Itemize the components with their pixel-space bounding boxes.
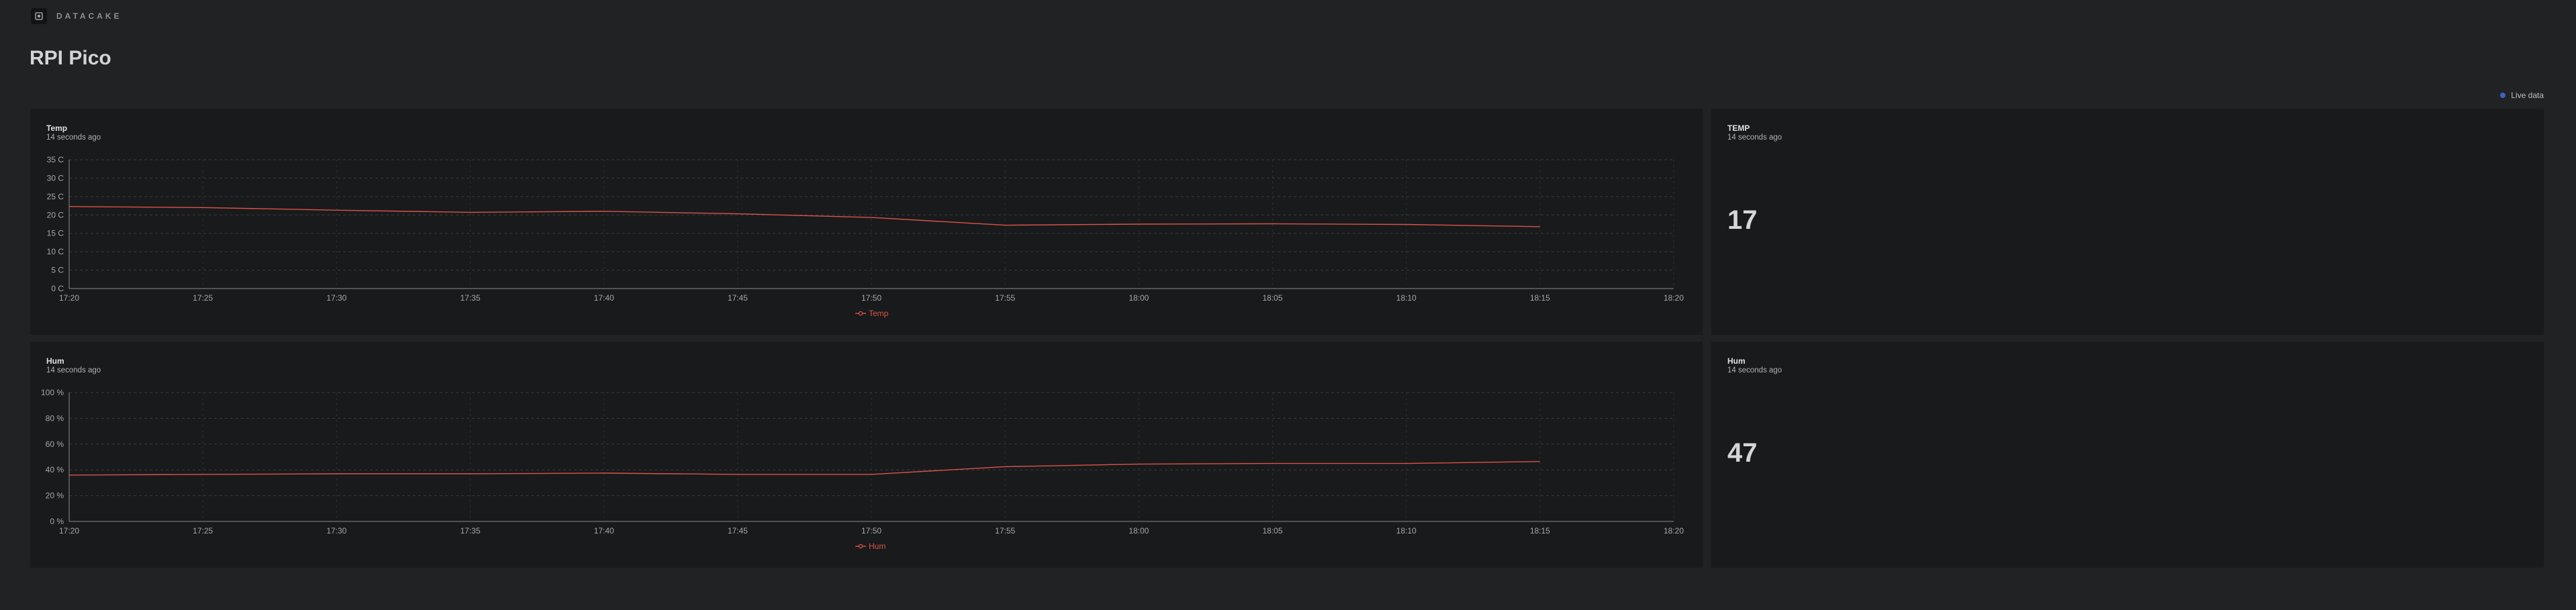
y-tick-label: 60 %: [46, 440, 64, 449]
temp-line-chart[interactable]: 0 C 5 C 10 C 15 C 20 C 25 C 30 C 35 C 17:20 17:25…: [30, 109, 1703, 335]
x-tick-label: 17:55: [995, 526, 1015, 536]
series-line-hum[interactable]: [68, 461, 1540, 476]
live-data-indicator: Live data: [2500, 91, 2544, 100]
y-tick-label: 100 %: [41, 388, 64, 397]
x-tick-label: 17:20: [59, 293, 79, 303]
x-tick-label: 17:30: [326, 293, 346, 303]
y-tick-label: 0 C: [51, 284, 64, 293]
x-tick-label: 17:35: [460, 526, 480, 536]
x-tick-label: 18:15: [1530, 293, 1550, 303]
x-tick-label: 18:00: [1129, 526, 1149, 536]
y-tick-label: 0 %: [50, 517, 64, 526]
x-tick-label: 17:50: [861, 526, 881, 536]
hum-value-widget[interactable]: Hum 14 seconds ago 47: [1711, 342, 2544, 568]
x-tick-label: 17:45: [728, 526, 748, 536]
y-tick-label: 40 %: [46, 465, 64, 474]
legend-label[interactable]: Hum: [869, 542, 886, 551]
x-tick-label: 18:10: [1396, 526, 1417, 536]
x-tick-label: 17:55: [995, 293, 1015, 303]
widget-title: TEMP: [1727, 123, 1750, 133]
y-tick-label: 25 C: [47, 192, 64, 201]
x-tick-label: 17:20: [59, 526, 79, 536]
y-tick-label: 80 %: [46, 413, 64, 423]
y-tick-label: 10 C: [47, 247, 64, 256]
y-tick-label: 30 C: [47, 173, 64, 183]
topbar: DATACAKE: [31, 8, 122, 24]
y-tick-label: 20 %: [46, 491, 64, 501]
x-tick-label: 17:40: [594, 293, 614, 303]
legend-label[interactable]: Temp: [869, 309, 889, 318]
temp-value: 17: [1727, 205, 1758, 235]
brand-name: DATACAKE: [56, 11, 122, 21]
y-tick-label: 5 C: [51, 266, 64, 275]
x-tick-label: 17:50: [861, 293, 881, 303]
x-tick-label: 18:05: [1262, 293, 1282, 303]
y-tick-label: 15 C: [47, 229, 64, 238]
page-title: RPI Pico: [30, 47, 111, 69]
widget-timestamp: 14 seconds ago: [1727, 366, 1782, 374]
widget-timestamp: 14 seconds ago: [46, 366, 101, 374]
x-tick-label: 17:30: [326, 526, 346, 536]
x-tick-label: 17:25: [193, 293, 213, 303]
widget-timestamp: 14 seconds ago: [1727, 134, 1782, 142]
x-tick-label: 18:00: [1129, 293, 1149, 303]
live-data-label: Live data: [2511, 91, 2544, 100]
y-tick-label: 35 C: [47, 155, 64, 164]
widget-title: Hum: [1727, 356, 1746, 366]
widget-title: Hum: [46, 356, 64, 366]
x-tick-label: 18:05: [1262, 526, 1282, 536]
datacake-logo-icon[interactable]: [31, 8, 47, 24]
live-dot-icon: [2500, 93, 2506, 98]
x-tick-label: 17:45: [728, 293, 748, 303]
widget-timestamp: 14 seconds ago: [46, 134, 101, 142]
hum-value: 47: [1727, 438, 1758, 468]
legend-marker-icon: [858, 311, 863, 316]
x-tick-label: 17:25: [193, 526, 213, 536]
series-line-temp[interactable]: [68, 206, 1540, 227]
x-tick-label: 18:20: [1664, 526, 1684, 536]
temp-value-widget[interactable]: TEMP 14 seconds ago 17: [1711, 109, 2544, 335]
y-tick-label: 20 C: [47, 210, 64, 219]
hum-line-chart[interactable]: 0 % 20 % 40 % 60 % 80 % 100 % 17:20 17:25 17:30 1…: [30, 342, 1703, 568]
legend-marker-icon: [858, 544, 863, 549]
hum-chart-widget[interactable]: Hum 14 seconds ago 0 % 20 % 40 % 60 % 80 % 10…: [30, 342, 1703, 568]
x-tick-label: 17:35: [460, 293, 480, 303]
widget-title: Temp: [46, 123, 68, 133]
x-tick-label: 18:20: [1664, 293, 1684, 303]
x-tick-label: 17:40: [594, 526, 614, 536]
x-tick-label: 18:15: [1530, 526, 1550, 536]
temp-chart-widget[interactable]: Temp 14 seconds ago 0 C 5 C 10 C 15 C 20 C 25…: [30, 109, 1703, 335]
x-tick-label: 18:10: [1396, 293, 1417, 303]
